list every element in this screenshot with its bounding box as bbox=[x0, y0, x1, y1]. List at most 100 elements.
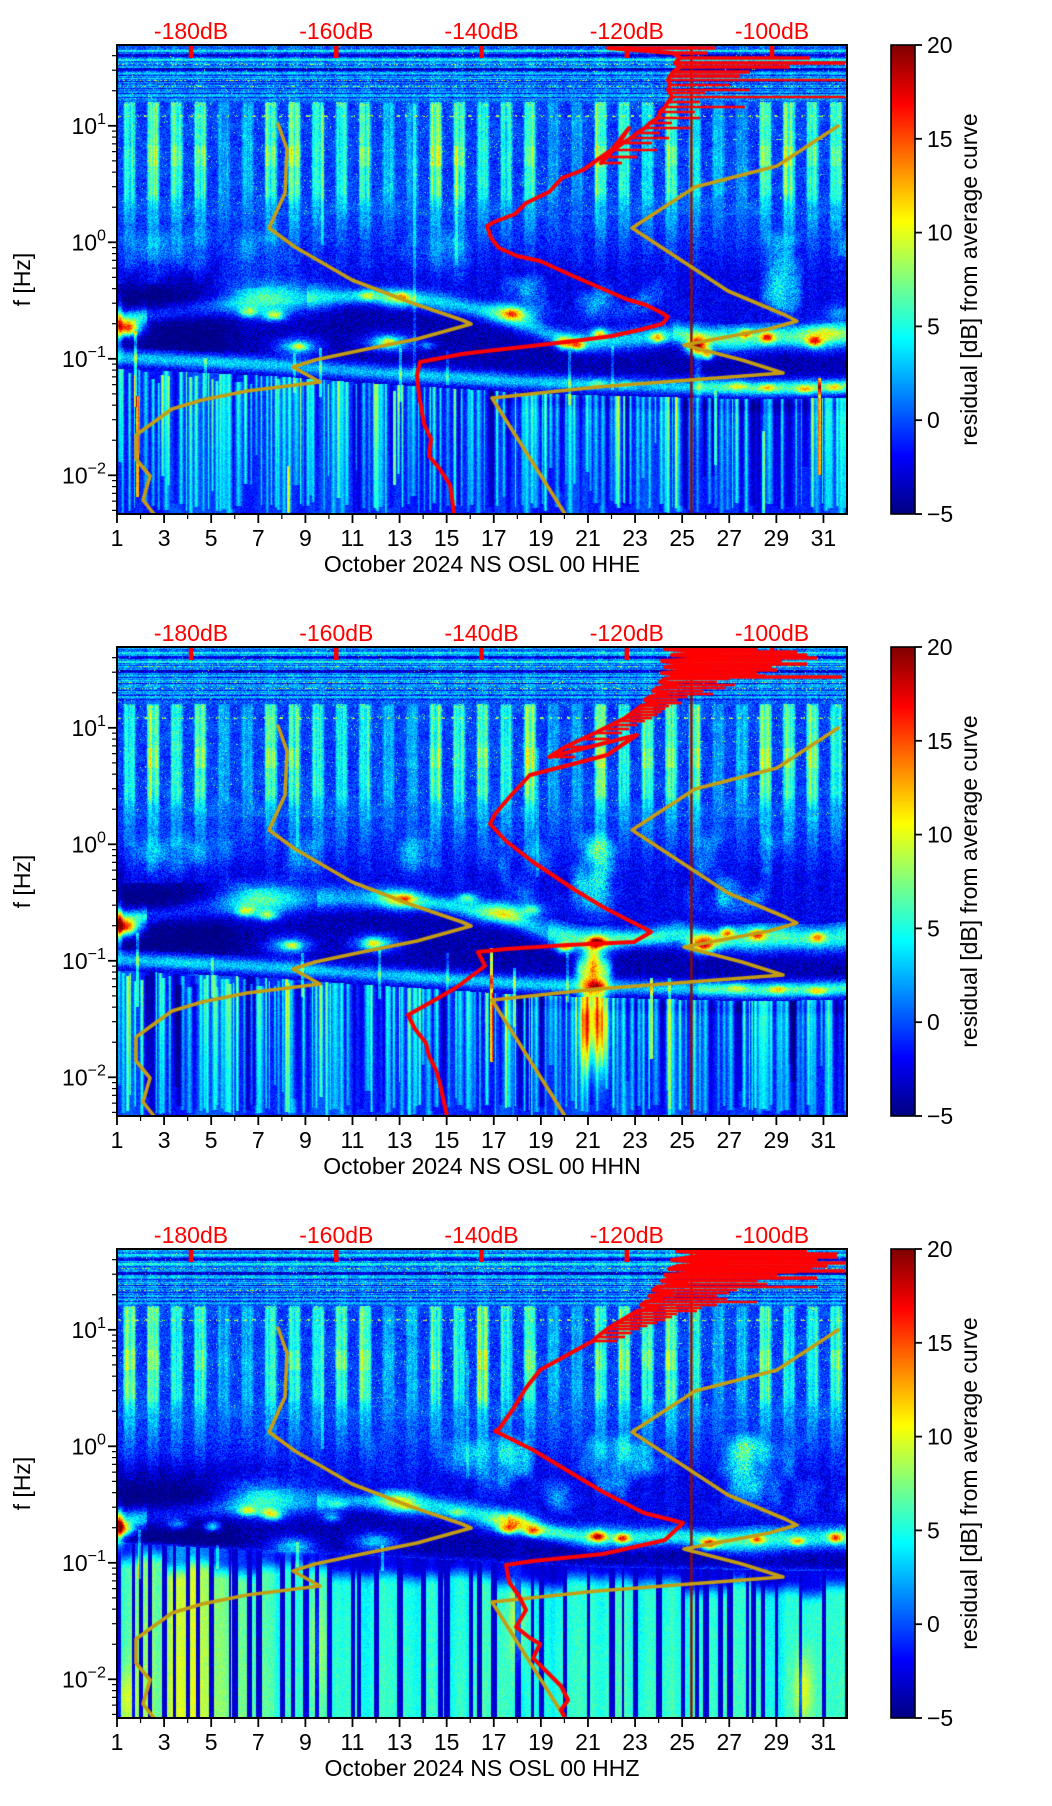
svg-text:1: 1 bbox=[111, 1729, 124, 1755]
svg-text:11: 11 bbox=[341, 1729, 365, 1755]
svg-text:-140dB: -140dB bbox=[444, 1222, 518, 1248]
svg-text:-100dB: -100dB bbox=[735, 18, 809, 44]
svg-text:7: 7 bbox=[252, 1127, 265, 1153]
svg-text:25: 25 bbox=[669, 525, 695, 551]
svg-text:10−2: 10−2 bbox=[62, 459, 106, 488]
svg-text:15: 15 bbox=[927, 126, 953, 152]
svg-text:5: 5 bbox=[927, 915, 940, 941]
svg-text:October 2024 NS OSL 00 HHN: October 2024 NS OSL 00 HHN bbox=[323, 1153, 640, 1179]
svg-text:13: 13 bbox=[387, 525, 413, 551]
svg-text:5: 5 bbox=[927, 313, 940, 339]
svg-text:13: 13 bbox=[387, 1127, 413, 1153]
svg-text:15: 15 bbox=[434, 1729, 460, 1755]
svg-text:-100dB: -100dB bbox=[735, 620, 809, 646]
svg-text:9: 9 bbox=[299, 1729, 312, 1755]
svg-text:31: 31 bbox=[811, 525, 837, 551]
svg-text:11: 11 bbox=[341, 1127, 365, 1153]
svg-text:-120dB: -120dB bbox=[590, 1222, 664, 1248]
svg-text:23: 23 bbox=[622, 1729, 648, 1755]
svg-text:10−1: 10−1 bbox=[62, 343, 106, 372]
svg-text:October 2024 NS OSL 00 HHZ: October 2024 NS OSL 00 HHZ bbox=[325, 1755, 640, 1781]
svg-text:1: 1 bbox=[111, 1127, 124, 1153]
svg-text:101: 101 bbox=[71, 712, 106, 741]
svg-text:3: 3 bbox=[158, 525, 171, 551]
svg-text:10: 10 bbox=[927, 1424, 953, 1450]
svg-text:27: 27 bbox=[716, 1127, 742, 1153]
svg-text:5: 5 bbox=[927, 1517, 940, 1543]
svg-text:-160dB: -160dB bbox=[299, 18, 373, 44]
svg-text:October 2024 NS OSL 00 HHE: October 2024 NS OSL 00 HHE bbox=[324, 551, 640, 577]
svg-text:-120dB: -120dB bbox=[590, 18, 664, 44]
svg-text:-140dB: -140dB bbox=[444, 620, 518, 646]
svg-text:101: 101 bbox=[71, 110, 106, 139]
svg-text:-180dB: -180dB bbox=[154, 620, 228, 646]
svg-text:21: 21 bbox=[575, 1127, 601, 1153]
svg-text:-160dB: -160dB bbox=[299, 620, 373, 646]
svg-text:-160dB: -160dB bbox=[299, 1222, 373, 1248]
svg-text:23: 23 bbox=[622, 1127, 648, 1153]
svg-text:100: 100 bbox=[71, 1430, 106, 1459]
svg-text:5: 5 bbox=[205, 1729, 218, 1755]
svg-text:−5: −5 bbox=[927, 1103, 953, 1129]
svg-text:f [Hz]: f [Hz] bbox=[9, 253, 35, 307]
svg-text:f [Hz]: f [Hz] bbox=[9, 855, 35, 909]
svg-text:15: 15 bbox=[434, 525, 460, 551]
svg-text:29: 29 bbox=[764, 1127, 790, 1153]
svg-text:−5: −5 bbox=[927, 501, 953, 527]
svg-text:5: 5 bbox=[205, 1127, 218, 1153]
svg-text:10−2: 10−2 bbox=[62, 1061, 106, 1090]
svg-text:9: 9 bbox=[299, 1127, 312, 1153]
svg-text:19: 19 bbox=[528, 1729, 554, 1755]
svg-text:19: 19 bbox=[528, 525, 554, 551]
svg-text:10−1: 10−1 bbox=[62, 945, 106, 974]
svg-text:-180dB: -180dB bbox=[154, 18, 228, 44]
svg-text:residual [dB] from average cur: residual [dB] from average curve bbox=[956, 113, 982, 445]
svg-text:1: 1 bbox=[111, 525, 124, 551]
svg-text:10−1: 10−1 bbox=[62, 1547, 106, 1576]
svg-text:23: 23 bbox=[622, 525, 648, 551]
svg-text:10: 10 bbox=[927, 822, 953, 848]
svg-text:7: 7 bbox=[252, 1729, 265, 1755]
svg-text:residual [dB] from average cur: residual [dB] from average curve bbox=[956, 715, 982, 1047]
svg-text:20: 20 bbox=[927, 32, 953, 58]
svg-text:−5: −5 bbox=[927, 1705, 953, 1731]
svg-text:100: 100 bbox=[71, 226, 106, 255]
svg-text:0: 0 bbox=[927, 407, 940, 433]
svg-text:17: 17 bbox=[481, 1729, 507, 1755]
svg-text:-140dB: -140dB bbox=[444, 18, 518, 44]
svg-text:27: 27 bbox=[716, 525, 742, 551]
svg-text:100: 100 bbox=[71, 828, 106, 857]
svg-text:7: 7 bbox=[252, 525, 265, 551]
svg-text:-100dB: -100dB bbox=[735, 1222, 809, 1248]
svg-text:13: 13 bbox=[387, 1729, 413, 1755]
svg-text:15: 15 bbox=[927, 1330, 953, 1356]
svg-text:15: 15 bbox=[434, 1127, 460, 1153]
svg-text:20: 20 bbox=[927, 634, 953, 660]
svg-text:-180dB: -180dB bbox=[154, 1222, 228, 1248]
svg-text:20: 20 bbox=[927, 1236, 953, 1262]
svg-text:10: 10 bbox=[927, 220, 953, 246]
svg-text:19: 19 bbox=[528, 1127, 554, 1153]
svg-text:-120dB: -120dB bbox=[590, 620, 664, 646]
svg-text:9: 9 bbox=[299, 525, 312, 551]
svg-text:101: 101 bbox=[71, 1314, 106, 1343]
svg-text:3: 3 bbox=[158, 1127, 171, 1153]
svg-text:0: 0 bbox=[927, 1009, 940, 1035]
svg-text:15: 15 bbox=[927, 728, 953, 754]
svg-text:27: 27 bbox=[716, 1729, 742, 1755]
svg-text:21: 21 bbox=[575, 1729, 601, 1755]
svg-text:17: 17 bbox=[481, 1127, 507, 1153]
svg-text:f [Hz]: f [Hz] bbox=[9, 1457, 35, 1511]
svg-text:residual [dB] from average cur: residual [dB] from average curve bbox=[956, 1317, 982, 1649]
svg-text:29: 29 bbox=[764, 1729, 790, 1755]
svg-text:31: 31 bbox=[811, 1729, 837, 1755]
svg-text:11: 11 bbox=[341, 525, 365, 551]
svg-text:5: 5 bbox=[205, 525, 218, 551]
svg-text:31: 31 bbox=[811, 1127, 837, 1153]
svg-text:3: 3 bbox=[158, 1729, 171, 1755]
svg-text:21: 21 bbox=[575, 525, 601, 551]
svg-text:29: 29 bbox=[764, 525, 790, 551]
svg-text:25: 25 bbox=[669, 1729, 695, 1755]
svg-text:17: 17 bbox=[481, 525, 507, 551]
svg-text:0: 0 bbox=[927, 1611, 940, 1637]
